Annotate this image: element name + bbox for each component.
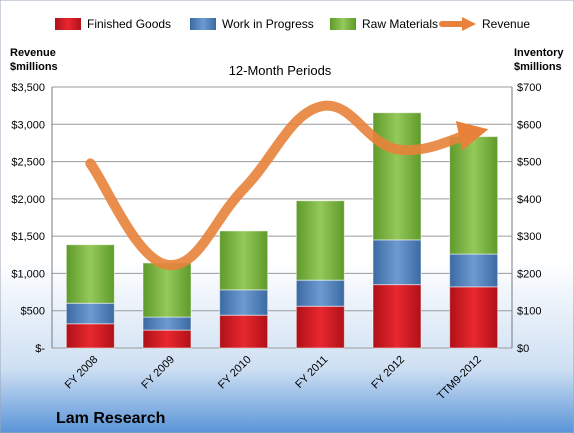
legend-swatch-work-in-progress — [190, 18, 216, 30]
bar-finished-goods — [219, 314, 269, 349]
bar-finished-goods — [449, 286, 499, 349]
left-tick-label: $2,500 — [11, 157, 45, 169]
bar-work-in-progress — [295, 279, 345, 307]
left-tick-label: $1,000 — [11, 268, 45, 280]
left-tick-label: $2,000 — [11, 194, 45, 206]
left-axis-title-line2: $millions — [10, 61, 58, 73]
right-axis-title-line2: $millions — [514, 61, 562, 73]
legend-label-work-in-progress: Work in Progress — [222, 17, 314, 31]
bar-raw-materials — [142, 262, 192, 318]
right-tick-label: $400 — [517, 194, 541, 206]
right-tick-label: $600 — [517, 119, 541, 131]
legend-label-revenue: Revenue — [482, 17, 530, 31]
legend-swatch-raw-materials — [330, 18, 356, 30]
legend-swatch-finished-goods — [55, 18, 81, 30]
right-tick-label: $0 — [517, 343, 529, 355]
inventory-bars — [65, 112, 499, 349]
left-tick-label: $3,500 — [11, 82, 45, 94]
bar-finished-goods — [65, 323, 115, 349]
left-tick-label: $- — [35, 343, 45, 355]
legend: Finished Goods Work in Progress Raw Materi… — [55, 17, 530, 31]
bar-work-in-progress — [372, 239, 422, 286]
bar-finished-goods — [372, 284, 422, 349]
chart-subtitle: 12-Month Periods — [229, 63, 332, 78]
bar-raw-materials — [449, 136, 499, 255]
bar-work-in-progress — [142, 316, 192, 331]
bar-work-in-progress — [449, 253, 499, 288]
gridlines — [52, 86, 512, 349]
right-tick-label: $700 — [517, 82, 541, 94]
bar-raw-materials — [219, 230, 269, 291]
revenue-line — [85, 100, 489, 270]
right-tick-label: $200 — [517, 268, 541, 280]
left-tick-label: $3,000 — [11, 119, 45, 131]
company-name: Lam Research — [56, 410, 165, 427]
bar-work-in-progress — [219, 289, 269, 316]
bar-raw-materials — [372, 112, 422, 241]
legend-label-finished-goods: Finished Goods — [87, 17, 171, 31]
bar-raw-materials — [295, 200, 345, 281]
legend-arrow-revenue — [462, 17, 476, 31]
left-axis-title-line1: Revenue — [10, 47, 56, 59]
bar-work-in-progress — [65, 302, 115, 325]
left-tick-label: $500 — [21, 306, 45, 318]
right-tick-label: $100 — [517, 306, 541, 318]
bar-finished-goods — [295, 305, 345, 349]
left-tick-label: $1,500 — [11, 231, 45, 243]
revenue-line-layer — [85, 100, 489, 270]
right-axis-title-line1: Inventory — [514, 47, 564, 59]
legend-label-raw-materials: Raw Materials — [362, 17, 438, 31]
bar-finished-goods — [142, 329, 192, 349]
bar-raw-materials — [65, 244, 115, 304]
right-tick-label: $300 — [517, 231, 541, 243]
right-tick-label: $500 — [517, 157, 541, 169]
